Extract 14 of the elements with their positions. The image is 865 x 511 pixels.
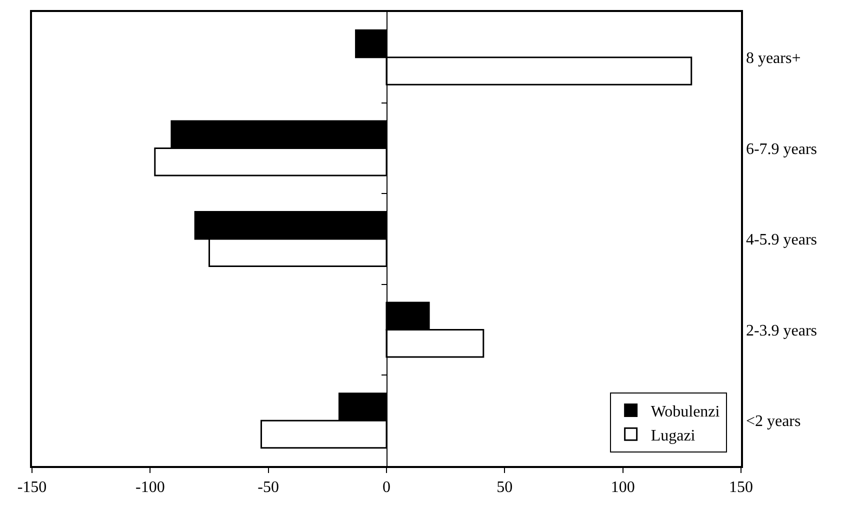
legend-label: Wobulenzi [650,404,720,421]
x-tick-label: -100 [136,478,165,496]
y-tick-label: 2-3.9 years [746,322,818,340]
y-tick-label: 8 years+ [746,50,801,67]
y-tick-label: 6-7.9 years [746,140,818,158]
x-tick-label: 150 [729,478,753,496]
legend-label: Lugazi [650,427,696,444]
y-tick-label: <2 years [746,413,801,430]
x-tick-label: 100 [610,478,635,496]
x-tick-label: 50 [496,478,513,496]
y-tick-label: 4-5.9 years [746,232,818,249]
x-tick-label: -50 [258,478,279,496]
x-tick-label: 0 [382,478,390,496]
x-tick-label: -150 [17,478,47,496]
